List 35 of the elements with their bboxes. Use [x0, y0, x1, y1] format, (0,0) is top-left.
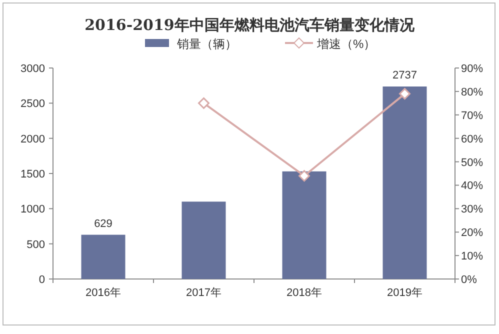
x-tick-label: 2019年	[387, 287, 422, 299]
y-tick-label: 1000	[20, 204, 45, 216]
y2-tick-label: 10%	[461, 250, 484, 263]
bar	[182, 202, 226, 279]
legend-销量（辆）: 销量（辆）	[145, 37, 237, 51]
y2-tick-label: 40%	[461, 180, 484, 192]
data-label: 2737	[392, 70, 417, 82]
y2-tick-label: 60%	[461, 133, 484, 146]
y-tick-label: 0	[38, 274, 45, 286]
x-tick-label: 2017年	[186, 287, 222, 299]
y2-tick-label: 0%	[461, 274, 478, 286]
y2-tick-label: 20%	[461, 227, 484, 240]
y2-tick-label: 90%	[461, 63, 484, 75]
point	[399, 88, 410, 100]
legend-增速（%）: 增速（%）	[285, 37, 376, 51]
y-tick-label: 2000	[20, 133, 45, 146]
y-tick-label: 1500	[20, 168, 45, 180]
y2-tick-label: 50%	[461, 156, 484, 169]
y-tick-label: 3000	[20, 63, 45, 75]
chart-title: 2016-2019年中国年燃料电池汽车销量变化情况	[84, 16, 416, 34]
bar	[282, 171, 326, 279]
point	[198, 97, 210, 109]
data-label: 629	[94, 218, 112, 230]
y2-tick-label: 70%	[461, 110, 484, 122]
x-tick-label: 2016年	[86, 287, 121, 299]
legend-label: 增速（%）	[316, 37, 376, 51]
legend-label: 销量（辆）	[176, 37, 237, 51]
x-tick-label: 2018年	[286, 287, 322, 299]
y-tick-label: 500	[26, 238, 45, 251]
bar	[81, 234, 126, 279]
bar	[382, 86, 427, 279]
y-tick-label: 2500	[20, 98, 45, 110]
y2-tick-label: 80%	[461, 86, 484, 98]
point	[298, 170, 310, 182]
y2-tick-label: 30%	[461, 204, 484, 216]
